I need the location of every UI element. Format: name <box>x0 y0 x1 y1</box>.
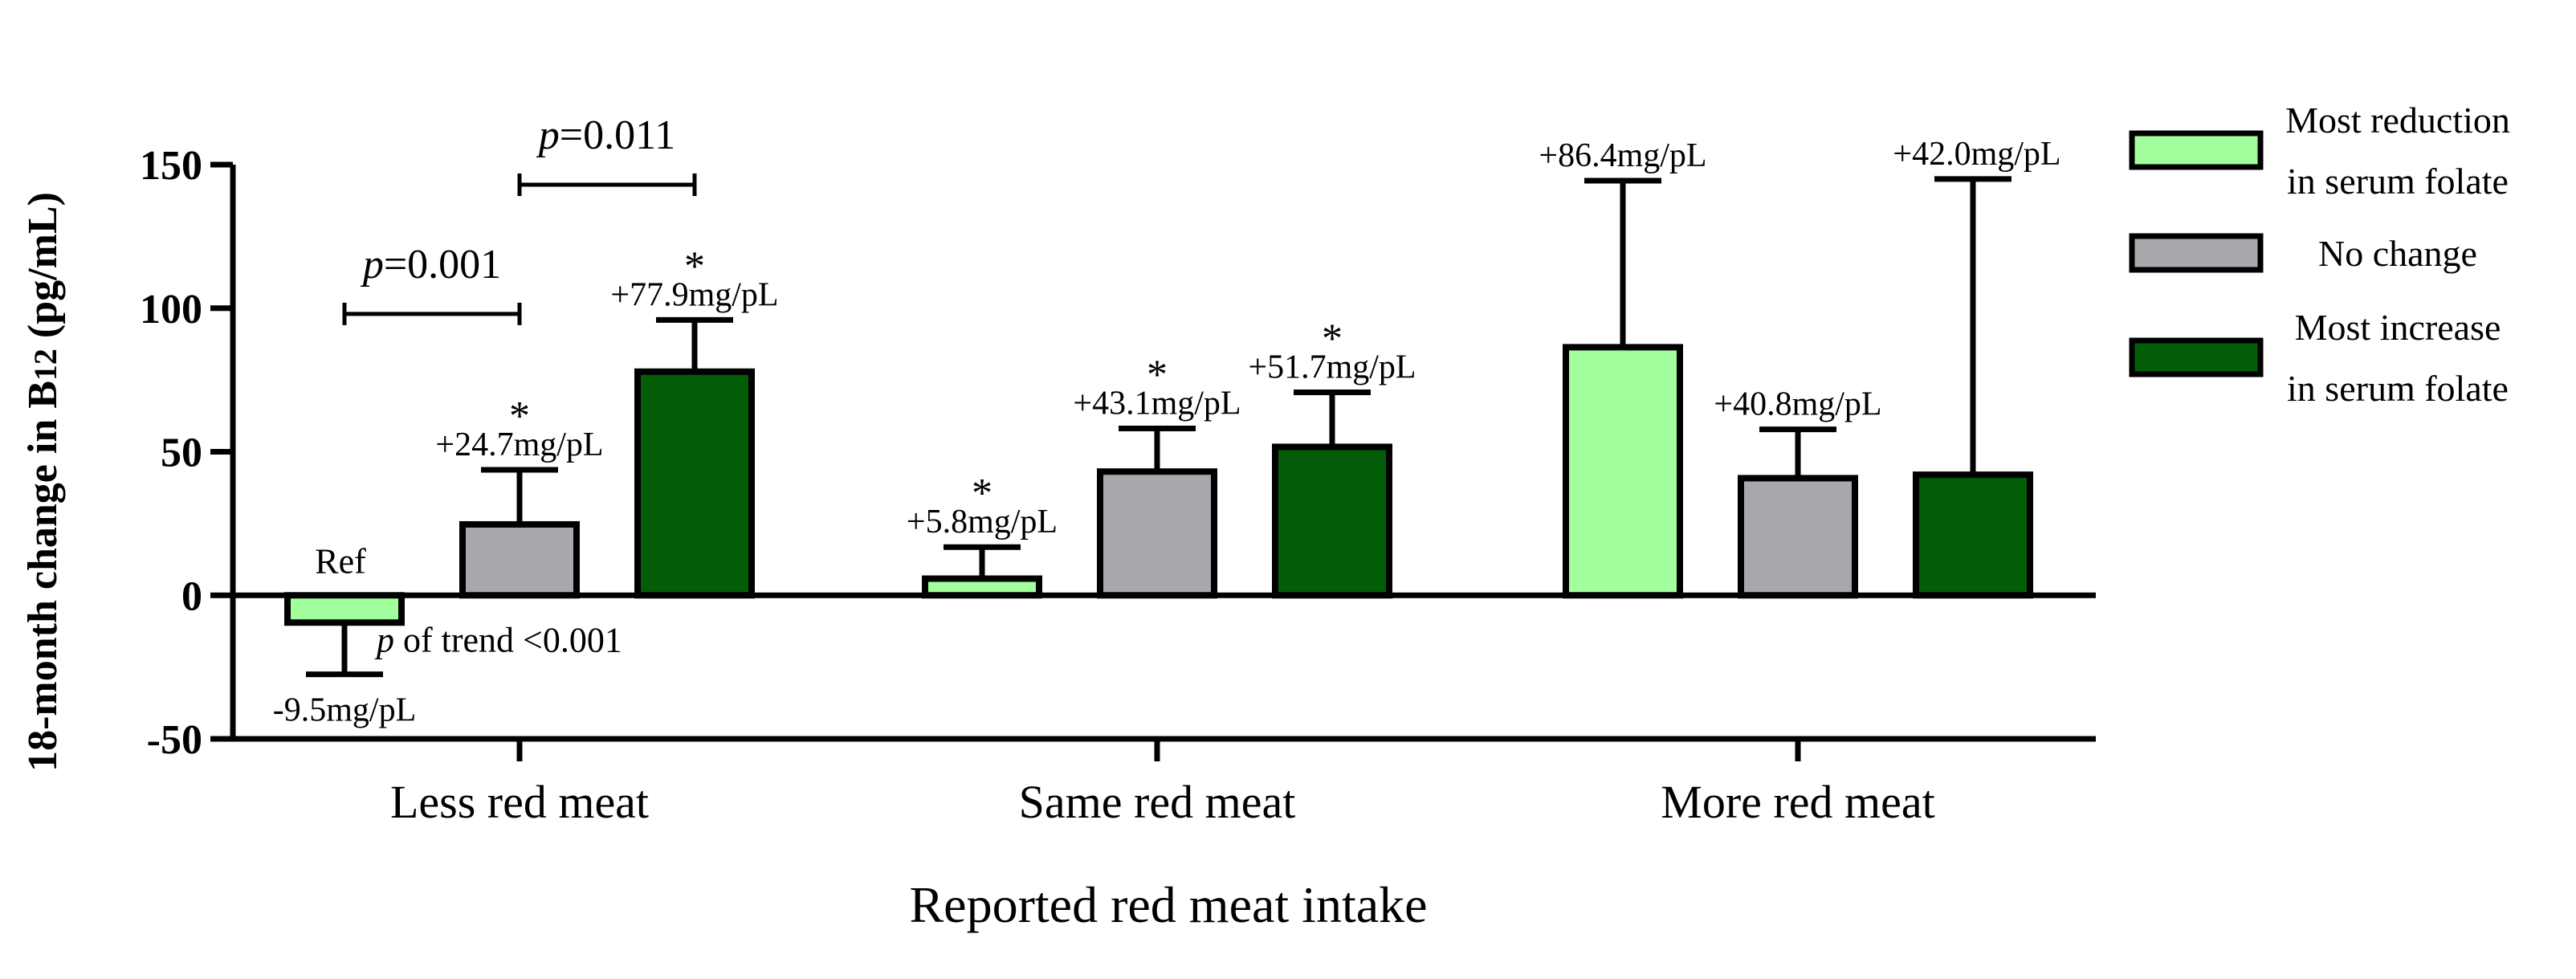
significance-star: * <box>1322 316 1343 361</box>
bracket-p-label: p=0.001 <box>360 242 501 288</box>
value-label-1-1: +43.1mg/pL <box>1073 385 1241 422</box>
y-axis-title-suffix: (pg/mL) <box>20 192 66 349</box>
trend-p-label: p of trend <0.001 <box>374 620 622 659</box>
significance-star: * <box>684 243 705 289</box>
value-label-1-2: +40.8mg/pL <box>1714 386 1881 423</box>
significance-bracket: p=0.011 <box>517 112 697 197</box>
y-axis-title-prefix: 18-month change in B <box>20 381 66 772</box>
legend-item: Most increase in serum folate <box>2129 307 2509 409</box>
x-category-label: Less red meat <box>390 776 649 828</box>
value-label-2-1: +51.7mg/pL <box>1248 349 1416 385</box>
bar-1-0 <box>459 520 580 599</box>
legend-swatch <box>2129 233 2264 273</box>
y-tick-label: 50 <box>161 430 202 476</box>
significance-star: * <box>1147 353 1168 398</box>
bar-2-2 <box>1913 471 2033 599</box>
value-label-0-0: -9.5mg/pL <box>273 692 416 729</box>
y-tick-label: 150 <box>140 143 202 189</box>
trend-p-text: of trend <0.001 <box>394 620 622 659</box>
y-tick-label: 100 <box>140 287 202 332</box>
axes <box>230 165 2096 742</box>
y-tick-label: -50 <box>147 717 202 763</box>
error-bars <box>306 176 2011 678</box>
value-label-1-0: +24.7mg/pL <box>435 426 603 463</box>
significance-star: * <box>972 471 992 516</box>
bracket-p-italic: p <box>536 112 560 158</box>
legend-label: in serum folate <box>2287 161 2509 202</box>
x-category-label: More red meat <box>1661 776 1934 828</box>
x-axis-categories: Less red meat Same red meat More red meat <box>390 739 1935 828</box>
y-axis-title: 18-month change in B12 (pg/mL) <box>20 192 66 772</box>
value-label-2-2: +42.0mg/pL <box>1893 136 2060 173</box>
legend-label: Most reduction <box>2285 100 2510 141</box>
bar-0-0 <box>284 592 405 626</box>
bracket-p-value: =0.011 <box>560 112 675 158</box>
legend-item: Most reduction in serum folate <box>2129 100 2510 202</box>
x-axis-title: Reported red meat intake <box>909 876 1427 933</box>
legend-item: No change <box>2129 233 2477 274</box>
bar-1-1 <box>1097 468 1217 599</box>
y-tick-label: 0 <box>181 573 202 619</box>
bracket-p-value: =0.001 <box>384 242 501 288</box>
bar-2-1 <box>1272 443 1392 599</box>
legend-label: in serum folate <box>2287 368 2509 409</box>
ref-label: Ref <box>315 541 366 581</box>
y-axis: -50 0 50 100 150 <box>140 143 233 763</box>
bar-2-0 <box>634 368 755 599</box>
bar-1-2 <box>1738 475 1858 599</box>
value-label-2-0: +77.9mg/pL <box>610 276 778 313</box>
bracket-p-label: p=0.011 <box>536 112 675 158</box>
legend: Most reduction in serum folate No change Mo… <box>2129 100 2510 409</box>
value-label-0-1: +5.8mg/pL <box>907 504 1058 540</box>
significance-star: * <box>509 394 530 439</box>
significance-bracket: p=0.001 <box>342 242 522 325</box>
value-label-0-2: +86.4mg/pL <box>1539 137 1706 174</box>
legend-label: No change <box>2318 233 2477 274</box>
value-labels: -9.5mg/pL+5.8mg/pL*+86.4mg/pL+24.7mg/pL*… <box>273 136 2061 729</box>
y-axis-title-subscript: 12 <box>27 349 63 381</box>
x-category-label: Same red meat <box>1019 776 1296 828</box>
trend-p-italic: p <box>374 620 394 659</box>
bar-0-2 <box>1563 344 1683 599</box>
legend-label: Most increase <box>2295 307 2501 348</box>
legend-swatch <box>2129 130 2264 170</box>
bracket-p-italic: p <box>360 242 384 288</box>
legend-swatch <box>2129 337 2264 377</box>
